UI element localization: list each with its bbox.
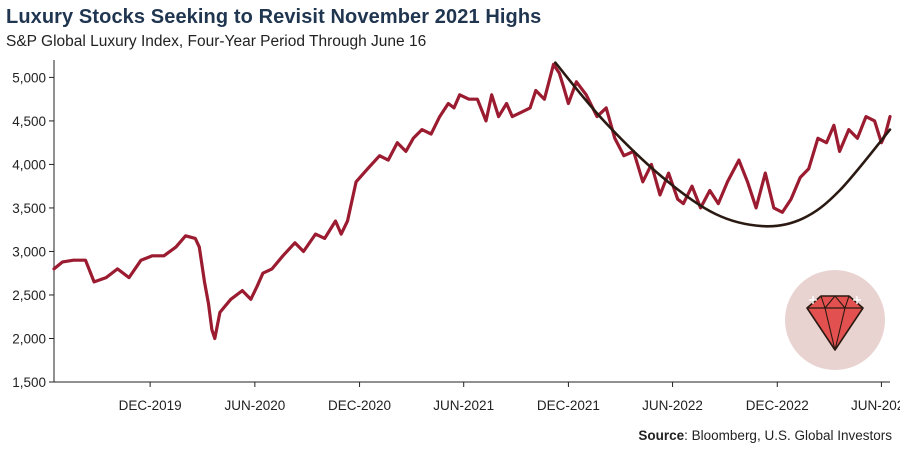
x-tick-label: JUN-2022 <box>642 398 703 413</box>
x-tick-label: JUN-2023 <box>851 398 900 413</box>
y-tick-label: 2,500 <box>12 288 46 303</box>
chart-title: Luxury Stocks Seeking to Revisit Novembe… <box>6 6 542 28</box>
x-tick-label: DEC-2021 <box>537 398 600 413</box>
y-tick-label: 4,000 <box>12 157 46 172</box>
y-tick-label: 2,000 <box>12 331 46 346</box>
x-tick-label: DEC-2022 <box>746 398 809 413</box>
y-tick-label: 1,500 <box>12 375 46 390</box>
y-tick-label: 3,500 <box>12 201 46 216</box>
x-tick-label: DEC-2020 <box>328 398 391 413</box>
x-tick-label: DEC-2019 <box>119 398 182 413</box>
source-note: Source: Bloomberg, U.S. Global Investors <box>638 428 892 443</box>
y-axis: 1,500 2,000 2,500 3,000 3,500 4,000 4,500 5,000 <box>12 60 55 390</box>
source-text: : Bloomberg, U.S. Global Investors <box>684 428 892 443</box>
cup-trend-curve <box>554 61 892 228</box>
y-tick-label: 3,000 <box>12 244 46 259</box>
y-tick-label: 5,000 <box>12 70 46 85</box>
chart-subtitle: S&P Global Luxury Index, Four-Year Perio… <box>6 33 427 50</box>
diamond-icon <box>806 295 864 351</box>
x-axis: DEC-2019 JUN-2020 DEC-2020 JUN-2021 DEC-2021… <box>54 381 900 413</box>
index-series-line <box>52 62 892 341</box>
diamond-badge <box>785 270 885 370</box>
x-tick-label: JUN-2021 <box>433 398 494 413</box>
x-tick-label: JUN-2020 <box>224 398 285 413</box>
y-tick-label: 4,500 <box>12 114 46 129</box>
source-label: Source <box>638 428 685 443</box>
plot-area <box>52 61 892 341</box>
